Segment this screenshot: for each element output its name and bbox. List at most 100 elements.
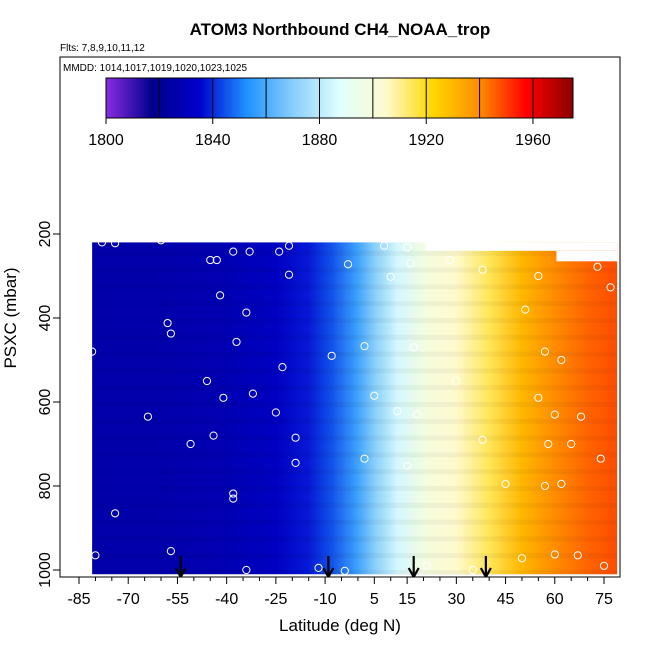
heatmap-stripe [92,334,618,340]
heatmap-stripe [92,519,618,525]
sample-point [242,308,251,317]
heatmap-stripe [92,435,618,441]
sample-point [242,565,251,575]
sample-point [209,431,218,440]
heatmap-stripe [92,553,618,559]
sample-point [229,494,238,503]
sample-point [393,407,402,416]
sample-point [370,391,379,400]
sample-point [521,305,530,314]
heatmap-stripe [92,502,618,508]
x-axis: -85 -70 -55 -40 -25 -10 5 15 30 45 60 75 [67,577,613,608]
mask-block [425,242,618,251]
flight-markers [174,556,492,577]
x-tick-label: 5 [370,591,379,608]
x-tick-label: -55 [166,591,189,608]
sample-point [360,454,369,463]
flight-marker-head [407,567,420,577]
heatmap-stripe [92,250,618,256]
x-tick-label: 75 [595,591,613,608]
sample-point [386,272,395,281]
sample-point [540,481,550,491]
heatmap-stripe [92,267,618,273]
y-tick-label: 600 [37,389,54,416]
sample-point [163,318,172,328]
sample-point [291,458,300,467]
colorbar-dividers [158,78,534,118]
colorbar-tick-label: 1880 [302,132,338,149]
sample-point [606,283,615,292]
sample-point [380,241,389,250]
sample-point [314,563,323,573]
heatmap-stripe [92,351,618,357]
flight-marker-head [322,567,335,577]
flight-marker-head [174,567,187,577]
sample-point [567,439,576,449]
sample-point [215,291,225,300]
colorbar-tick-label: 1920 [408,132,444,149]
colorbar-tick-label: 1800 [88,132,124,149]
heatmap-stripe [92,368,618,374]
plot-frame [59,56,621,578]
heatmap-field [81,232,618,577]
x-tick-label: -10 [314,591,337,608]
y-tick-label: 1000 [37,552,54,588]
sample-point [534,393,543,402]
sample-point [202,376,212,386]
sample-point [550,410,559,419]
heatmap-stripe [92,469,618,475]
sample-point [143,412,153,421]
sample-point [245,247,254,256]
flight-marker-head [479,567,492,577]
heatmap-stripes [92,250,618,575]
sample-point [403,461,412,470]
sample-point [478,265,487,274]
x-tick-label: -40 [215,591,238,608]
sample-point [596,454,605,463]
sample-point [284,270,294,279]
sample-point [278,363,287,372]
sample-point [81,275,90,284]
sample-point [544,439,553,449]
heatmap-fill [92,242,618,575]
chart-title: ATOM3 Northbound CH4_NOAA_trop [190,20,491,39]
sample-point [478,435,487,444]
sample-point [540,347,550,356]
y-axis: 200 400 600 800 1000 [37,221,60,588]
x-tick-label: 15 [398,591,416,608]
colorbar-tick-label: 1840 [195,132,231,149]
colorbar-tick-label: 1960 [515,132,551,149]
dates-label: MMDD: 1014,1017,1019,1020,1023,1025 [63,63,247,74]
sample-point [573,551,582,560]
sample-point [219,393,228,402]
sample-point [91,551,100,560]
heatmap-stripe [92,385,618,391]
sample-point [156,236,166,245]
sample-point [327,351,336,360]
sample-point [110,239,120,248]
x-tick-label: 45 [497,591,515,608]
x-tick-label: -85 [67,591,90,608]
x-tick-label: 60 [546,591,564,608]
sample-point [232,337,241,347]
sample-point [248,389,258,398]
colorbar-ticks: 1800 1840 1880 1920 1960 [88,118,551,149]
sample-point [360,342,369,351]
sample-point [485,235,494,244]
heatmap-mask [425,242,618,262]
heatmap-stripe [92,318,618,323]
sample-point [576,412,586,421]
sample-point [291,433,300,442]
colorbar: 1800 1840 1880 1920 1960 [88,77,574,149]
sample-point [501,479,510,488]
sample-point [166,329,175,338]
sample-point [593,262,602,271]
sample-point [340,566,349,575]
sample-point [229,247,238,256]
x-tick-label: -70 [117,591,140,608]
heatmap-stripe [92,570,618,575]
heatmap-stripe [92,301,618,307]
sample-point [534,271,543,281]
sample-point [330,232,340,241]
sample-point [271,408,280,417]
